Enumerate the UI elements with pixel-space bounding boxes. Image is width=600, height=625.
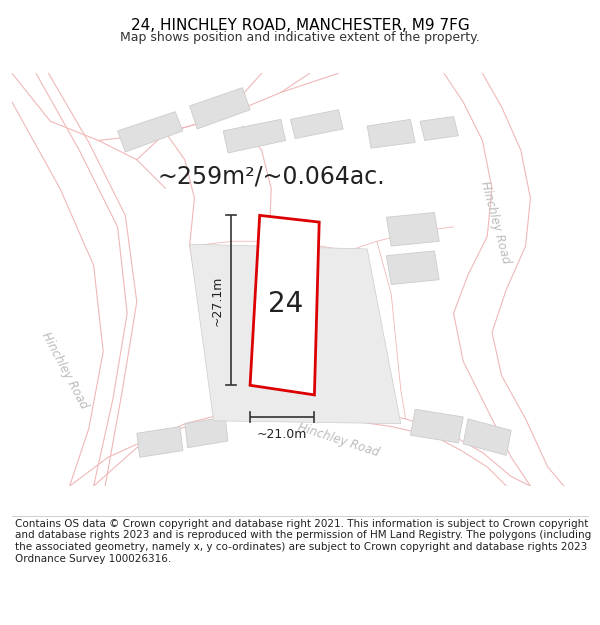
Text: ~27.1m: ~27.1m — [210, 275, 223, 326]
Polygon shape — [386, 251, 439, 284]
Polygon shape — [137, 427, 183, 458]
Polygon shape — [250, 216, 319, 395]
Text: Contains OS data © Crown copyright and database right 2021. This information is : Contains OS data © Crown copyright and d… — [15, 519, 591, 564]
Text: ~21.0m: ~21.0m — [257, 429, 307, 441]
Text: 24, HINCHLEY ROAD, MANCHESTER, M9 7FG: 24, HINCHLEY ROAD, MANCHESTER, M9 7FG — [131, 18, 469, 32]
Polygon shape — [463, 419, 511, 456]
Polygon shape — [386, 213, 439, 246]
Polygon shape — [410, 409, 463, 443]
Polygon shape — [420, 116, 458, 141]
Polygon shape — [118, 112, 183, 152]
Text: Hinchley Road: Hinchley Road — [39, 330, 91, 411]
Polygon shape — [190, 244, 401, 424]
Text: Hinchley Road: Hinchley Road — [478, 179, 512, 265]
Polygon shape — [185, 417, 228, 447]
Text: 24: 24 — [268, 291, 304, 318]
Polygon shape — [190, 88, 250, 129]
Text: ~259m²/~0.064ac.: ~259m²/~0.064ac. — [157, 165, 385, 189]
Polygon shape — [367, 119, 415, 148]
Text: Map shows position and indicative extent of the property.: Map shows position and indicative extent… — [120, 31, 480, 44]
Text: Hinchley Road: Hinchley Road — [296, 421, 381, 459]
Polygon shape — [290, 110, 343, 139]
Polygon shape — [223, 119, 286, 153]
